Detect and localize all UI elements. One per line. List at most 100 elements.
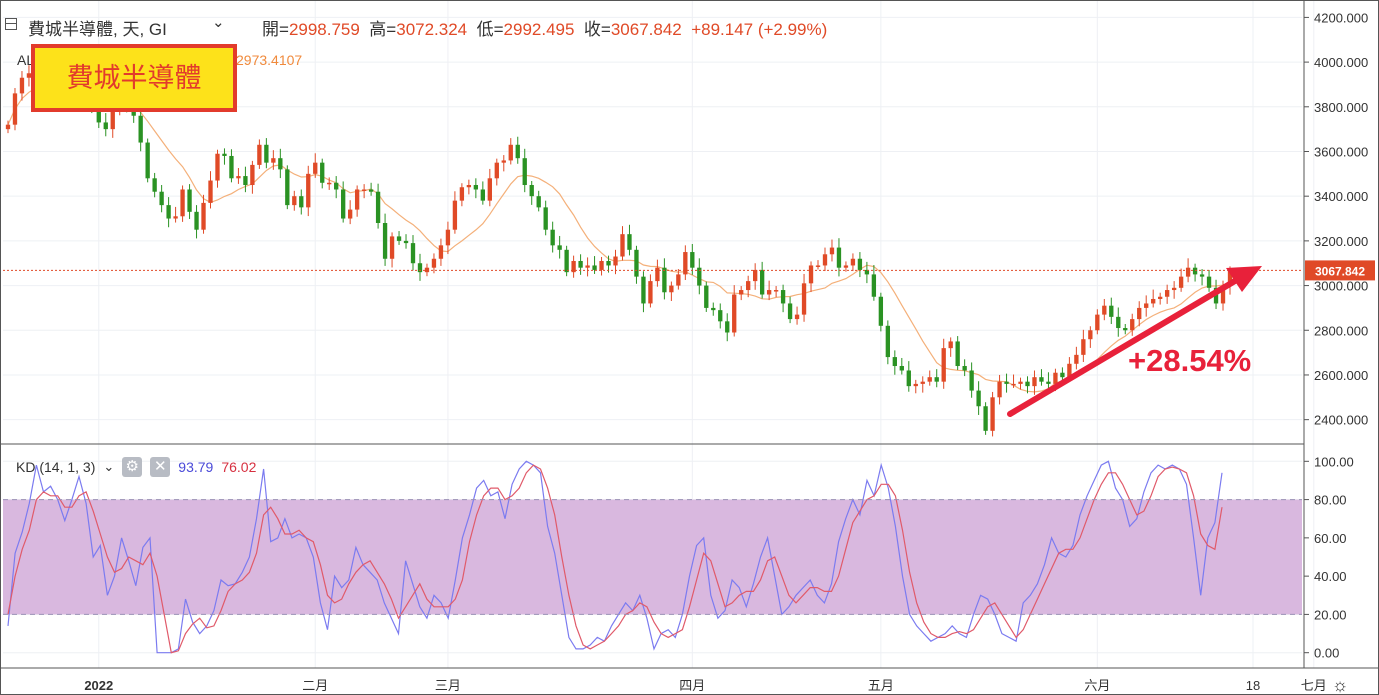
candle bbox=[1199, 269, 1205, 286]
candle bbox=[271, 150, 276, 170]
candle bbox=[634, 245, 639, 284]
candle bbox=[927, 370, 932, 386]
candle bbox=[459, 183, 465, 207]
candle bbox=[327, 177, 332, 190]
candle bbox=[1130, 313, 1135, 336]
candle bbox=[494, 158, 499, 186]
settings-icon[interactable]: ☼ bbox=[1332, 675, 1349, 695]
candle bbox=[320, 158, 325, 189]
candle bbox=[997, 374, 1002, 405]
candle bbox=[969, 362, 974, 398]
change-value: +89.147 (+2.99%) bbox=[691, 20, 828, 39]
candle bbox=[683, 245, 688, 280]
candle bbox=[1158, 292, 1163, 305]
price-tick-label: 4200.000 bbox=[1314, 10, 1368, 25]
open-label: 開= bbox=[262, 20, 289, 39]
time-tick-label: 五月 bbox=[868, 678, 894, 693]
candle bbox=[536, 190, 541, 212]
candle bbox=[885, 320, 891, 365]
close-label: 收= bbox=[583, 20, 611, 39]
candle bbox=[711, 302, 716, 316]
candle bbox=[557, 235, 562, 259]
candle bbox=[215, 149, 220, 188]
collapse-icon[interactable] bbox=[5, 18, 17, 30]
arrow-shaft bbox=[1007, 275, 1243, 417]
candle bbox=[341, 181, 346, 223]
candle bbox=[264, 138, 269, 169]
ohlc-readout: 開=2998.759 高=3072.324 低=2992.495 收=3067.… bbox=[262, 15, 827, 40]
symbol-name[interactable]: 費城半導體, 天, GI bbox=[28, 20, 167, 39]
candle bbox=[1144, 295, 1149, 317]
time-tick-label: 六月 bbox=[1084, 678, 1110, 693]
candle bbox=[843, 261, 849, 272]
kd-header: KD (14, 1, 3) ⌄ ⚙ ✕ 93.79 76.02 bbox=[16, 457, 256, 477]
candle bbox=[990, 391, 995, 437]
candle bbox=[375, 183, 381, 229]
candle bbox=[1095, 309, 1100, 335]
candle bbox=[361, 184, 367, 199]
d-value: 76.02 bbox=[221, 459, 257, 475]
candle bbox=[934, 369, 939, 388]
candle bbox=[1102, 298, 1107, 321]
candle bbox=[606, 255, 611, 273]
gear-icon[interactable]: ⚙ bbox=[122, 457, 143, 477]
candle bbox=[250, 160, 255, 194]
candle bbox=[236, 168, 241, 184]
chevron-down-icon[interactable]: ⌄ bbox=[212, 14, 225, 31]
candle bbox=[787, 296, 793, 324]
candle bbox=[389, 232, 395, 268]
candle bbox=[725, 313, 730, 342]
candle bbox=[103, 113, 108, 137]
candle bbox=[403, 234, 409, 249]
candle bbox=[780, 284, 786, 313]
symbol-header: 費城半導體, 天, GI ⌄ 開=2998.759 高=3072.324 低=2… bbox=[0, 0, 1300, 68]
candle bbox=[697, 258, 702, 295]
indicator-prefix[interactable]: AL bbox=[17, 52, 35, 68]
candle bbox=[766, 280, 772, 301]
candle bbox=[1004, 373, 1009, 393]
k-value: 93.79 bbox=[178, 459, 214, 475]
trend-arrow bbox=[1007, 266, 1262, 417]
time-tick-label: 18 bbox=[1246, 678, 1260, 693]
kd-label[interactable]: KD (14, 1, 3) bbox=[16, 459, 96, 475]
candle bbox=[739, 286, 744, 301]
candle bbox=[159, 185, 164, 213]
candle bbox=[396, 231, 402, 245]
last-price-label: 3067.842 bbox=[1315, 264, 1365, 278]
time-tick-label: 七月 bbox=[1301, 678, 1327, 693]
candle bbox=[1011, 374, 1016, 388]
ma-value: 2973.4107 bbox=[236, 52, 303, 68]
candle bbox=[173, 206, 178, 223]
low-value: 2992.495 bbox=[503, 20, 575, 39]
moving-average-line bbox=[7, 85, 1231, 393]
candle bbox=[801, 273, 807, 322]
candle bbox=[962, 359, 967, 377]
candle bbox=[753, 263, 758, 290]
price-tick-label: 4000.000 bbox=[1314, 55, 1368, 70]
candle bbox=[759, 261, 765, 299]
candle bbox=[1074, 346, 1079, 370]
gain-annotation: +28.54% bbox=[1128, 343, 1252, 378]
candle bbox=[285, 165, 290, 210]
close-value: 3067.842 bbox=[610, 20, 682, 39]
candle bbox=[871, 265, 877, 301]
candle bbox=[522, 148, 527, 193]
candle bbox=[599, 256, 604, 276]
candle bbox=[110, 107, 115, 138]
close-icon[interactable]: ✕ bbox=[150, 457, 171, 477]
candle bbox=[354, 185, 360, 217]
candle bbox=[906, 361, 911, 392]
candle bbox=[878, 292, 884, 332]
candle bbox=[1164, 284, 1170, 304]
candle bbox=[627, 224, 632, 256]
chevron-down-icon[interactable]: ⌄ bbox=[103, 459, 115, 474]
candle bbox=[892, 350, 897, 375]
candlestick-layer bbox=[5, 61, 1233, 437]
candle bbox=[564, 245, 569, 277]
candle bbox=[948, 337, 953, 357]
candle bbox=[746, 275, 751, 298]
candle bbox=[1206, 269, 1212, 292]
candle bbox=[836, 238, 842, 277]
